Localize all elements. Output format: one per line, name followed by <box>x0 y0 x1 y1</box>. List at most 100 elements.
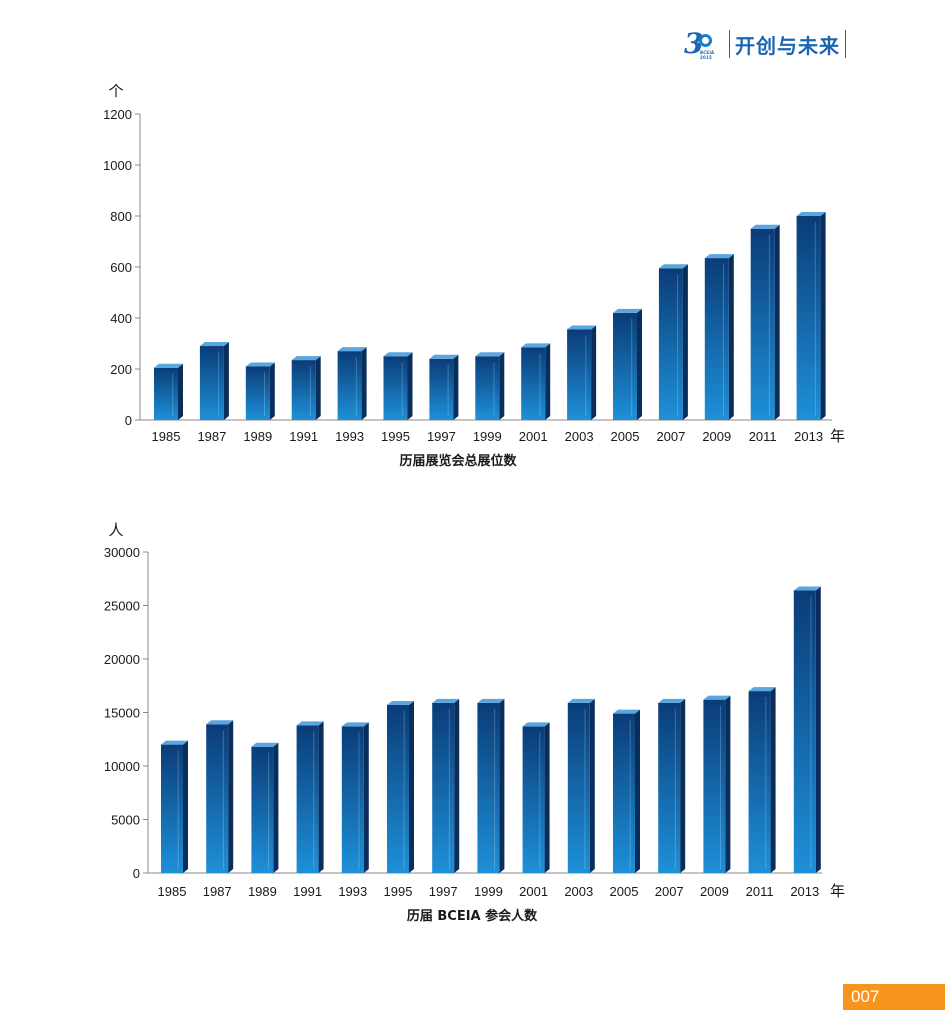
header-divider-right <box>845 30 846 58</box>
header-motto: 开创与未来 <box>735 33 840 58</box>
bar-cap <box>296 721 324 726</box>
bar-side <box>725 695 731 873</box>
x-tick-label: 1999 <box>473 429 502 444</box>
x-tick-label: 2005 <box>610 884 639 899</box>
bar-front <box>387 705 409 873</box>
x-tick-label: 1999 <box>474 884 503 899</box>
bar-front <box>750 228 775 420</box>
bar-cap <box>475 352 505 357</box>
bar-cap <box>704 254 734 259</box>
y-tick-label: 0 <box>125 413 132 428</box>
bar-front <box>161 744 183 873</box>
bar <box>206 720 234 873</box>
page-number-badge: 007 <box>843 984 945 1010</box>
x-tick-label: 2001 <box>519 884 548 899</box>
bar <box>796 212 826 420</box>
bar <box>658 264 688 420</box>
bar <box>387 701 414 873</box>
x-tick-label: 2007 <box>656 429 685 444</box>
bar-cap <box>432 698 460 703</box>
bar-front <box>658 702 681 873</box>
y-unit-label: 人 <box>108 521 123 539</box>
y-tick-label: 30000 <box>104 545 140 560</box>
x-tick-label: 2003 <box>565 429 594 444</box>
bar <box>383 352 413 420</box>
bar <box>613 709 640 873</box>
bar-cap <box>429 354 459 359</box>
bar-cap <box>291 356 321 361</box>
bar <box>793 586 821 873</box>
x-unit-label: 年 <box>830 882 845 900</box>
bar-front <box>567 702 590 873</box>
logo-sub: BCEIA 2015 <box>700 50 715 60</box>
bar-cap <box>383 352 413 357</box>
bar <box>337 347 367 420</box>
bar-cap <box>521 343 551 348</box>
bar-front <box>793 590 816 873</box>
bar <box>429 354 459 420</box>
bar-cap <box>613 308 642 313</box>
bar-front <box>432 702 455 873</box>
bar-side <box>407 352 413 420</box>
x-unit-label: 年 <box>830 427 845 445</box>
bar-side <box>409 701 414 873</box>
x-tick-label: 2011 <box>746 884 774 899</box>
bar-side <box>637 308 642 420</box>
y-unit-label: 个 <box>108 82 123 100</box>
bar-front <box>251 746 274 873</box>
x-tick-label: 2009 <box>702 429 731 444</box>
bar-side <box>499 698 505 873</box>
bar-cap <box>658 264 688 269</box>
bar-front <box>383 356 408 420</box>
bar-side <box>454 698 460 873</box>
bar-front <box>796 216 821 420</box>
bar-side <box>728 254 734 420</box>
booth-count-chart: 0 200 400 600 800 1000 1200 个 1985 1987 1989 1991 19… <box>103 82 845 469</box>
x-tick-label: 1989 <box>243 429 272 444</box>
bar-front <box>613 312 637 420</box>
x-tick-label: 2009 <box>700 884 729 899</box>
bar-side <box>635 709 640 873</box>
x-tick-label: 1991 <box>289 429 318 444</box>
x-tick-label: 2007 <box>655 884 684 899</box>
bar-cap <box>796 212 826 216</box>
bar-side <box>178 363 183 420</box>
bar-cap <box>703 695 731 700</box>
y-tick-label: 1200 <box>103 107 132 122</box>
bar-cap <box>793 586 821 591</box>
bar-front <box>429 358 454 420</box>
bar <box>291 356 321 420</box>
bar-side <box>228 720 234 873</box>
bar-front <box>477 702 500 873</box>
bar <box>704 254 734 420</box>
y-tick-label: 10000 <box>104 759 140 774</box>
bar-side <box>223 342 229 420</box>
x-tick-label: 1993 <box>338 884 367 899</box>
x-tick-label: 1993 <box>335 429 364 444</box>
bar-side <box>363 722 369 873</box>
bar-front <box>296 725 319 873</box>
bar <box>475 352 505 420</box>
x-tick-label: 1989 <box>248 884 277 899</box>
y-tick-label: 0 <box>133 866 140 881</box>
x-tick-label: 1985 <box>152 429 181 444</box>
bar-cap <box>567 698 595 703</box>
bar-cap <box>251 742 279 747</box>
bar <box>703 695 731 873</box>
bar <box>522 722 550 873</box>
bar-front <box>245 366 270 420</box>
bar <box>567 325 597 420</box>
bar-side <box>815 586 821 873</box>
attendance-chart: 0 5000 10000 15000 20000 25000 30000 人 1985 1987 1… <box>104 521 845 924</box>
bar <box>245 362 275 420</box>
bar-side <box>273 742 279 873</box>
x-tick-label: 1991 <box>293 884 322 899</box>
logo-number: 3 <box>684 27 704 60</box>
bar-side <box>820 212 826 420</box>
bar-side <box>269 362 275 420</box>
x-tick-label: 1995 <box>384 884 413 899</box>
bceia-30-logo: 3 BCEIA 2015 <box>684 27 724 60</box>
bar-cap <box>613 709 640 714</box>
x-tick-label: 1995 <box>381 429 410 444</box>
bar <box>748 687 776 873</box>
